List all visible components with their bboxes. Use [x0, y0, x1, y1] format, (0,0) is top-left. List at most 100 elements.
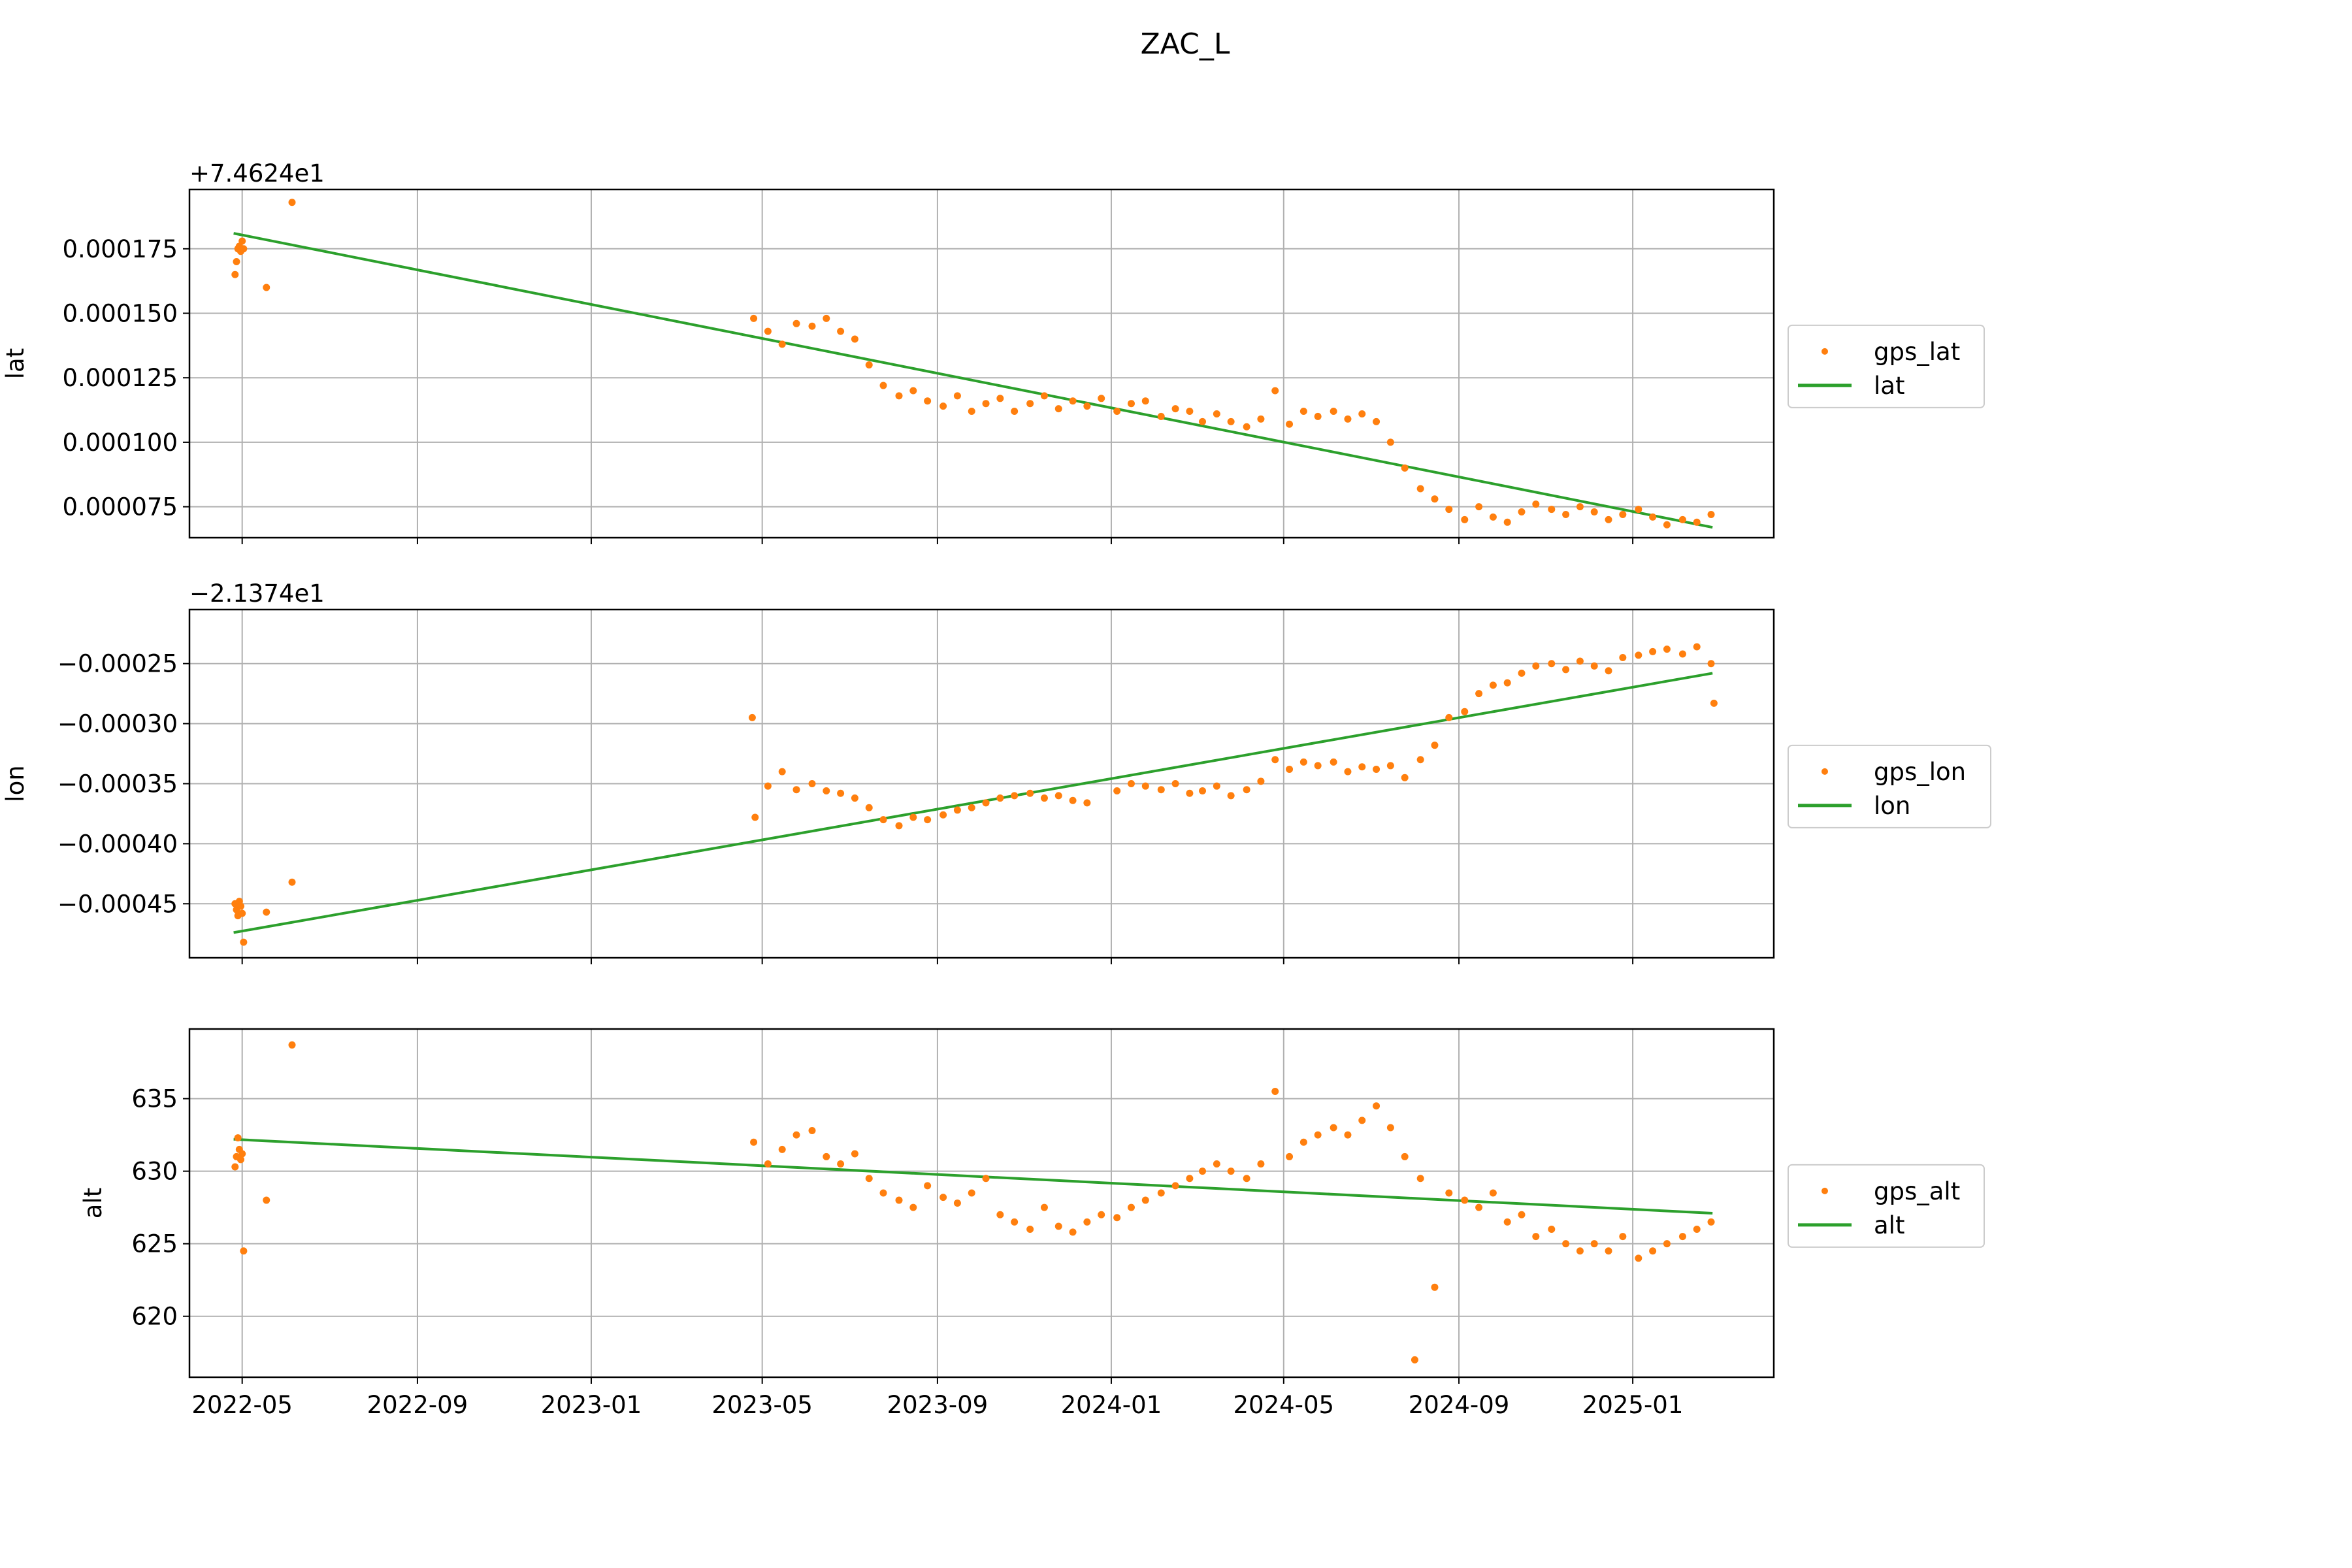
point-lon-33	[1083, 799, 1091, 807]
point-lon-66	[1576, 657, 1584, 665]
points-lon	[231, 643, 1718, 946]
point-lat-30	[1054, 405, 1062, 413]
point-alt-49	[1330, 1124, 1337, 1132]
point-lon-27	[996, 794, 1004, 802]
y-axis-label-lat: lat	[1, 348, 29, 379]
point-lon-7	[263, 908, 270, 916]
point-lon-24	[953, 806, 961, 814]
y-tick-label-lat-4: 0.000175	[62, 235, 178, 263]
point-lon-52	[1373, 765, 1380, 773]
point-alt-61	[1489, 1189, 1497, 1197]
point-lat-54	[1401, 464, 1409, 472]
point-alt-31	[1069, 1228, 1077, 1236]
point-lat-58	[1461, 515, 1469, 523]
point-lat-32	[1083, 402, 1091, 410]
point-lon-36	[1141, 782, 1149, 790]
point-alt-41	[1213, 1160, 1220, 1168]
point-alt-39	[1186, 1175, 1194, 1183]
point-alt-19	[895, 1196, 903, 1204]
point-lat-28	[1026, 400, 1034, 408]
point-lat-41	[1213, 410, 1220, 417]
point-lon-63	[1532, 662, 1540, 670]
y-tick-label-alt-0: 620	[131, 1303, 178, 1331]
x-tick-label-2023-01: 2023-01	[541, 1391, 642, 1419]
y-axis-label-alt: alt	[79, 1188, 107, 1218]
point-lat-72	[1663, 521, 1671, 529]
point-lon-43	[1243, 786, 1250, 794]
y-ticks-lon: −0.00045 −0.00040 −0.00035 −0.00030 −0.00025	[57, 650, 189, 918]
point-alt-12	[792, 1131, 800, 1139]
point-lon-23	[939, 811, 947, 819]
point-alt-24	[968, 1189, 975, 1197]
legend-label-gps_lat: gps_lat	[1874, 338, 1960, 366]
point-alt-53	[1386, 1124, 1394, 1132]
point-alt-0	[231, 1163, 239, 1171]
point-lat-17	[865, 361, 873, 368]
point-alt-51	[1358, 1117, 1366, 1124]
point-lat-61	[1503, 518, 1511, 526]
trend-line-lat	[233, 232, 1713, 529]
point-lat-9	[750, 314, 758, 322]
point-alt-74	[1678, 1233, 1686, 1241]
y-tick-label-lon-1: −0.00040	[57, 830, 178, 858]
point-lat-57	[1445, 506, 1453, 514]
point-alt-59	[1461, 1196, 1469, 1204]
point-lat-15	[837, 327, 845, 335]
point-lon-73	[1678, 650, 1686, 658]
point-lon-55	[1416, 756, 1424, 764]
point-lat-18	[879, 382, 887, 389]
point-lon-46	[1286, 765, 1294, 773]
point-lon-37	[1157, 786, 1165, 794]
x-tick-label-2023-09: 2023-09	[887, 1391, 988, 1419]
point-alt-9	[750, 1138, 758, 1146]
point-lon-41	[1213, 782, 1220, 790]
y-tick-label-lon-2: −0.00035	[57, 770, 178, 798]
point-lat-39	[1186, 408, 1194, 416]
point-lat-24	[968, 408, 975, 416]
point-alt-47	[1299, 1138, 1307, 1146]
point-lat-21	[924, 397, 932, 405]
point-alt-45	[1271, 1087, 1279, 1095]
legend-marker-gps_lon	[1821, 768, 1828, 775]
point-lat-8	[288, 199, 296, 206]
point-lon-35	[1127, 780, 1135, 787]
y-ticks-alt: 620 625 630 635	[131, 1085, 189, 1331]
point-lat-60	[1489, 513, 1497, 521]
point-alt-26	[996, 1211, 1004, 1218]
point-lat-49	[1330, 408, 1337, 416]
grid-alt	[189, 1029, 1774, 1377]
point-lon-72	[1663, 645, 1671, 653]
x-tick-label-2024-01: 2024-01	[1061, 1391, 1162, 1419]
point-alt-75	[1693, 1225, 1701, 1233]
point-alt-68	[1590, 1240, 1598, 1248]
y-tick-label-alt-2: 630	[131, 1158, 178, 1186]
point-lat-70	[1635, 506, 1642, 514]
point-lat-16	[851, 335, 858, 343]
point-lon-50	[1344, 768, 1352, 776]
point-lat-66	[1576, 503, 1584, 511]
point-alt-16	[851, 1150, 858, 1158]
point-lat-46	[1286, 420, 1294, 428]
y-tick-label-lat-2: 0.000125	[62, 364, 178, 392]
point-lat-65	[1562, 510, 1570, 518]
point-lat-38	[1171, 405, 1179, 413]
point-lat-42	[1227, 417, 1235, 425]
point-alt-30	[1054, 1222, 1062, 1230]
point-lon-8	[288, 878, 296, 886]
point-alt-46	[1286, 1152, 1294, 1160]
point-lon-56	[1431, 742, 1439, 749]
point-alt-18	[879, 1189, 887, 1197]
point-lat-59	[1475, 503, 1483, 511]
point-lon-15	[823, 787, 830, 795]
x-ticks-lat	[241, 538, 1634, 544]
point-lat-14	[823, 314, 830, 322]
point-alt-25	[982, 1175, 990, 1183]
point-alt-35	[1127, 1203, 1135, 1211]
subplot-lat: 0.000075 0.000100 0.000125 0.000150 0.000175…	[1, 159, 1985, 544]
point-lon-4	[237, 902, 245, 910]
y-offset-text-lon: −2.1374e1	[189, 580, 325, 608]
points-lat	[231, 199, 1715, 529]
point-alt-57	[1431, 1283, 1439, 1291]
point-lon-34	[1113, 787, 1121, 795]
